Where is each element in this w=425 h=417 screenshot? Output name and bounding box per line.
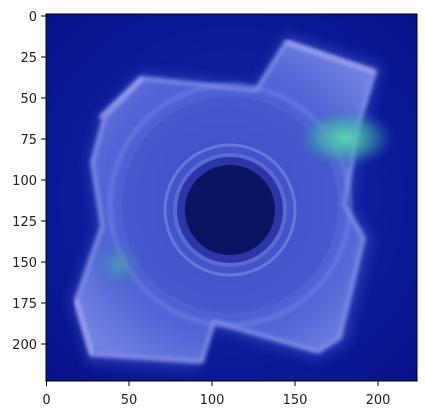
heatmap-image <box>46 14 417 381</box>
edge-highlight <box>74 299 94 356</box>
y-tick-label: 125 <box>12 215 37 230</box>
bore-hole <box>185 165 275 255</box>
edge-highlight <box>285 40 376 74</box>
x-tick-label: 150 <box>283 393 308 408</box>
y-tick-label: 0 <box>29 10 37 25</box>
x-tick-label: 200 <box>366 393 391 408</box>
y-tick-label: 175 <box>12 297 37 312</box>
y-tick-label: 100 <box>12 174 37 189</box>
x-tick-label: 50 <box>121 393 138 408</box>
y-tick-label: 200 <box>12 338 37 353</box>
y-axis: 0 25 50 75 100 125 150 175 200 <box>12 10 46 353</box>
axes-frame <box>45 13 418 382</box>
bore-ring-outer <box>163 143 297 277</box>
edge-highlight <box>98 76 144 120</box>
outer-ring <box>108 83 352 327</box>
x-axis: 0 50 100 150 200 <box>42 381 390 408</box>
x-tick-label: 0 <box>42 393 50 408</box>
x-tick-label: 100 <box>200 393 225 408</box>
y-tick-label: 75 <box>20 133 37 148</box>
y-tick-label: 25 <box>20 51 37 66</box>
anomaly-hotspot-faint <box>88 235 148 295</box>
y-tick-label: 50 <box>20 92 37 107</box>
y-tick-label: 150 <box>12 256 37 271</box>
anomaly-hotspot <box>295 108 395 168</box>
